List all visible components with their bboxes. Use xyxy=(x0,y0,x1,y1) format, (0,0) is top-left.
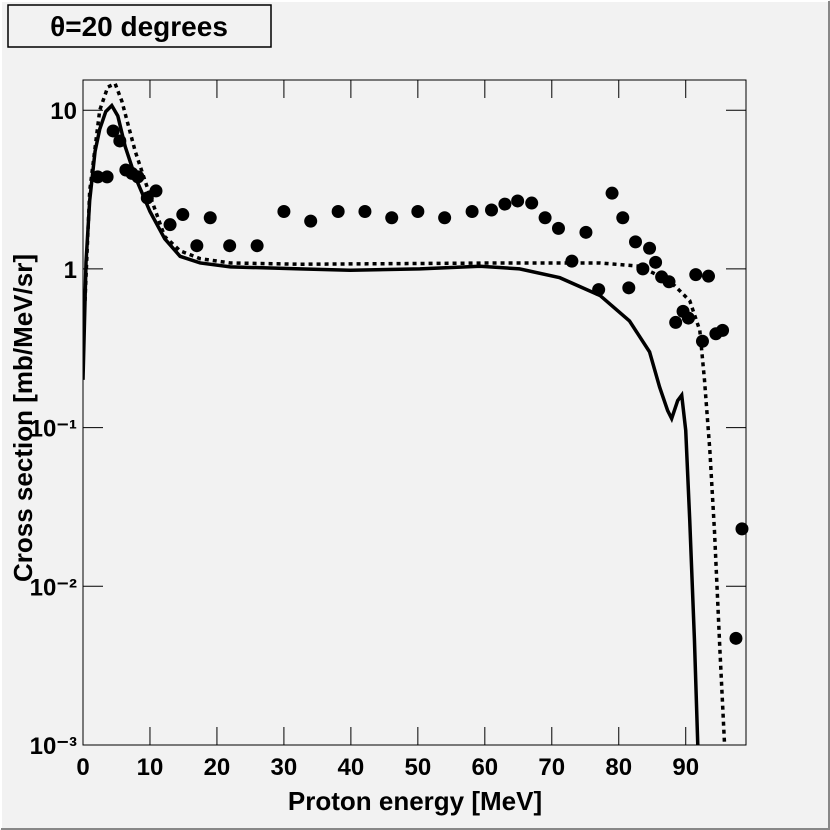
data-point xyxy=(511,194,525,208)
data-point xyxy=(331,204,345,218)
y-tick-label: 10⁻¹ xyxy=(30,416,77,443)
data-point xyxy=(465,204,479,218)
curve xyxy=(83,102,700,745)
data-point xyxy=(729,631,743,645)
x-tick-label: 0 xyxy=(76,754,89,781)
data-point xyxy=(579,225,593,239)
data-point xyxy=(669,315,683,329)
data-point xyxy=(385,211,399,225)
data-point xyxy=(716,323,730,337)
data-point xyxy=(649,255,663,269)
data-point xyxy=(223,239,237,253)
data-point xyxy=(616,211,630,225)
data-point xyxy=(551,221,565,235)
x-tick-label: 90 xyxy=(672,754,699,781)
data-point xyxy=(149,184,163,198)
curve xyxy=(83,81,727,745)
data-point xyxy=(643,241,657,255)
x-tick-label: 60 xyxy=(471,754,498,781)
data-point xyxy=(277,204,291,218)
x-tick-label: 80 xyxy=(605,754,632,781)
plot-frame xyxy=(82,79,747,746)
data-point xyxy=(176,208,190,222)
x-tick-label: 40 xyxy=(338,754,365,781)
data-point xyxy=(100,170,114,184)
data-point xyxy=(689,268,703,282)
y-tick-label: 10⁻² xyxy=(30,574,77,601)
y-tick-label: 10 xyxy=(50,98,77,125)
data-point xyxy=(106,124,120,138)
title-box xyxy=(7,4,272,48)
data-point xyxy=(358,204,372,218)
y-tick-label: 10⁻³ xyxy=(30,733,77,760)
data-point xyxy=(538,211,552,225)
data-point xyxy=(565,254,579,268)
data-point xyxy=(411,204,425,218)
data-point xyxy=(190,239,204,253)
data-point xyxy=(525,196,539,210)
data-point xyxy=(629,235,642,249)
data-point xyxy=(681,311,695,325)
data-point xyxy=(203,211,217,225)
x-tick-label: 70 xyxy=(538,754,565,781)
data-point xyxy=(91,170,105,184)
x-tick-label: 30 xyxy=(271,754,298,781)
chart-title: θ=20 degrees xyxy=(50,11,228,42)
data-point xyxy=(605,186,619,200)
data-point xyxy=(701,269,715,283)
data-point xyxy=(304,214,318,228)
x-tick-label: 10 xyxy=(137,754,164,781)
data-point xyxy=(498,197,512,211)
y-tick-label: 1 xyxy=(64,257,77,284)
data-point xyxy=(735,522,749,536)
x-tick-label: 20 xyxy=(204,754,231,781)
data-point xyxy=(163,218,177,232)
y-axis-label: Cross section [mb/MeV/sr] xyxy=(8,254,38,582)
data-point xyxy=(438,211,452,225)
data-point xyxy=(622,281,636,295)
data-point xyxy=(485,203,499,217)
x-tick-label: 50 xyxy=(404,754,431,781)
data-point xyxy=(250,239,264,253)
x-axis-label: Proton energy [MeV] xyxy=(288,786,542,816)
